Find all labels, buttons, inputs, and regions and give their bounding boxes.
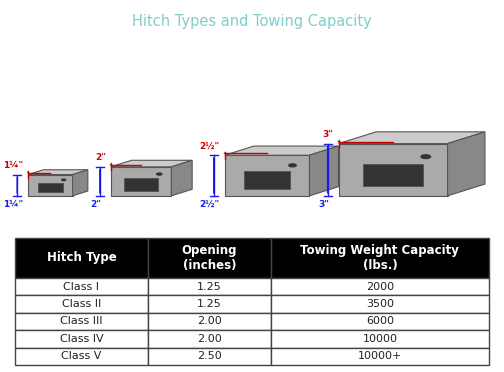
Polygon shape xyxy=(339,132,485,144)
Polygon shape xyxy=(38,183,62,192)
Text: 2½": 2½" xyxy=(200,141,220,150)
Text: 3": 3" xyxy=(323,130,334,139)
Polygon shape xyxy=(339,144,448,196)
Polygon shape xyxy=(448,132,485,196)
Polygon shape xyxy=(171,160,192,196)
Text: 1¼": 1¼" xyxy=(3,200,23,209)
Text: Hitch Types and Towing Capacity: Hitch Types and Towing Capacity xyxy=(132,14,372,29)
Text: 3": 3" xyxy=(318,200,329,209)
Polygon shape xyxy=(111,160,192,167)
Circle shape xyxy=(157,173,162,175)
Polygon shape xyxy=(244,171,290,189)
Polygon shape xyxy=(225,155,309,196)
Polygon shape xyxy=(28,170,88,174)
Polygon shape xyxy=(111,167,171,196)
Text: 1¼": 1¼" xyxy=(3,161,23,170)
Circle shape xyxy=(421,155,430,158)
Polygon shape xyxy=(73,170,88,196)
Polygon shape xyxy=(28,174,73,196)
Polygon shape xyxy=(363,164,423,186)
Polygon shape xyxy=(225,146,339,155)
Polygon shape xyxy=(309,146,339,196)
Text: 2½": 2½" xyxy=(200,200,220,209)
Text: 2": 2" xyxy=(90,200,101,209)
Circle shape xyxy=(62,179,66,181)
Circle shape xyxy=(289,164,296,167)
Text: 2": 2" xyxy=(95,153,106,162)
Polygon shape xyxy=(124,179,158,190)
